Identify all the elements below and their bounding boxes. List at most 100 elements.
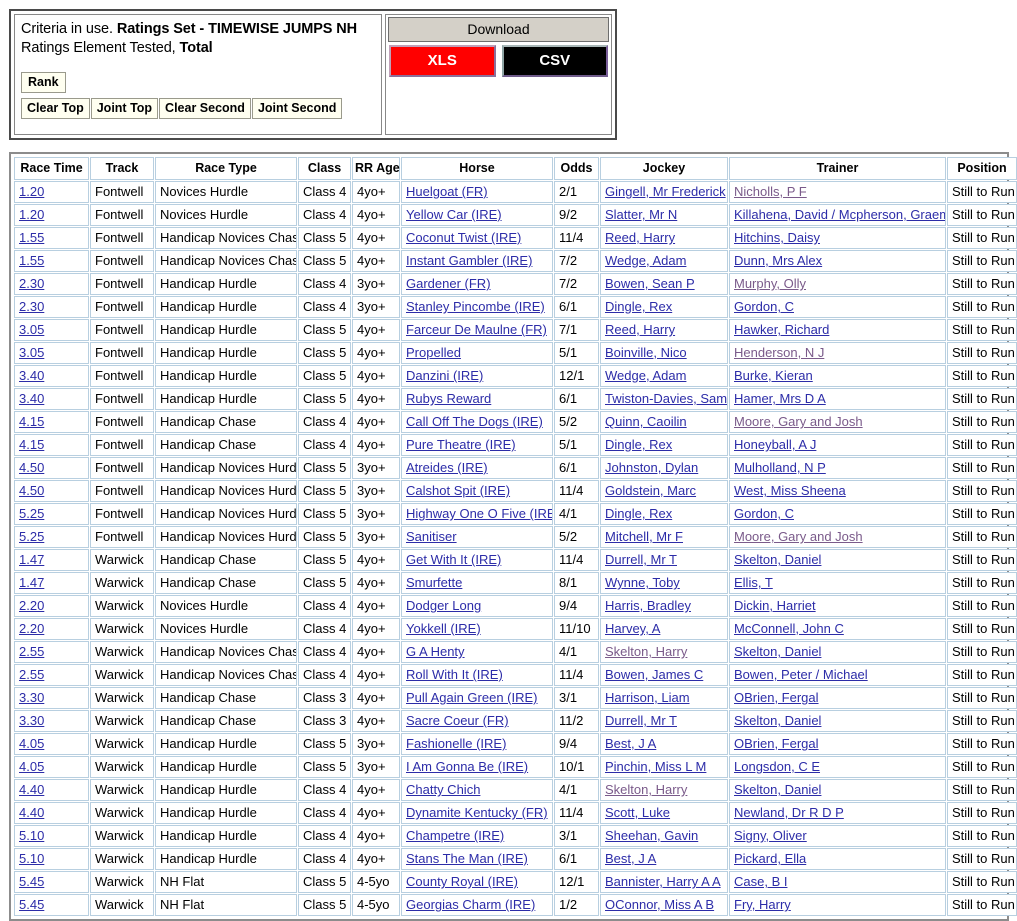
trainer-link[interactable]: Hamer, Mrs D A xyxy=(734,391,826,406)
trainer-link[interactable]: Moore, Gary and Josh xyxy=(734,529,863,544)
horse-link[interactable]: Yellow Car (IRE) xyxy=(406,207,502,222)
race-time-link[interactable]: 4.50 xyxy=(19,483,45,498)
race-time-link[interactable]: 5.25 xyxy=(19,506,45,521)
trainer-link[interactable]: Killahena, David / Mcpherson, Graeme xyxy=(734,207,946,222)
jockey-link[interactable]: Johnston, Dylan xyxy=(605,460,699,475)
race-time-link[interactable]: 3.40 xyxy=(19,391,45,406)
trainer-link[interactable]: Moore, Gary and Josh xyxy=(734,414,863,429)
race-time-link[interactable]: 1.20 xyxy=(19,207,45,222)
col-header-rr-age[interactable]: RR Age xyxy=(352,157,400,180)
horse-link[interactable]: Huelgoat (FR) xyxy=(406,184,488,199)
horse-link[interactable]: Georgias Charm (IRE) xyxy=(406,897,536,912)
jockey-link[interactable]: Scott, Luke xyxy=(605,805,671,820)
jockey-link[interactable]: Reed, Harry xyxy=(605,322,676,337)
col-header-position[interactable]: Position xyxy=(947,157,1017,180)
horse-link[interactable]: Atreides (IRE) xyxy=(406,460,488,475)
horse-link[interactable]: Sanitiser xyxy=(406,529,457,544)
race-time-link[interactable]: 2.20 xyxy=(19,598,45,613)
col-header-horse[interactable]: Horse xyxy=(401,157,553,180)
trainer-link[interactable]: Case, B I xyxy=(734,874,788,889)
horse-link[interactable]: Smurfette xyxy=(406,575,463,590)
race-time-link[interactable]: 1.55 xyxy=(19,230,45,245)
trainer-link[interactable]: McConnell, John C xyxy=(734,621,844,636)
race-time-link[interactable]: 1.47 xyxy=(19,552,45,567)
trainer-link[interactable]: Henderson, N J xyxy=(734,345,825,360)
jockey-link[interactable]: Harvey, A xyxy=(605,621,661,636)
trainer-link[interactable]: Pickard, Ella xyxy=(734,851,807,866)
horse-link[interactable]: I Am Gonna Be (IRE) xyxy=(406,759,529,774)
horse-link[interactable]: Calshot Spit (IRE) xyxy=(406,483,511,498)
jockey-link[interactable]: Durrell, Mr T xyxy=(605,552,677,567)
jockey-link[interactable]: Boinville, Nico xyxy=(605,345,687,360)
jockey-link[interactable]: Dingle, Rex xyxy=(605,299,673,314)
race-time-link[interactable]: 5.10 xyxy=(19,828,45,843)
trainer-link[interactable]: Hawker, Richard xyxy=(734,322,830,337)
race-time-link[interactable]: 4.15 xyxy=(19,437,45,452)
col-header-jockey[interactable]: Jockey xyxy=(600,157,728,180)
horse-link[interactable]: Danzini (IRE) xyxy=(406,368,484,383)
jockey-link[interactable]: Quinn, Caoilin xyxy=(605,414,687,429)
trainer-link[interactable]: Gordon, C xyxy=(734,506,794,521)
jockey-link[interactable]: Pinchin, Miss L M xyxy=(605,759,707,774)
jockey-link[interactable]: Durrell, Mr T xyxy=(605,713,677,728)
col-header-trainer[interactable]: Trainer xyxy=(729,157,946,180)
horse-link[interactable]: Propelled xyxy=(406,345,461,360)
download-xls-button[interactable]: XLS xyxy=(389,45,496,77)
horse-link[interactable]: County Royal (IRE) xyxy=(406,874,518,889)
race-time-link[interactable]: 4.05 xyxy=(19,736,45,751)
trainer-link[interactable]: Skelton, Daniel xyxy=(734,713,822,728)
joint-top-button[interactable]: Joint Top xyxy=(90,98,159,119)
download-csv-button[interactable]: CSV xyxy=(501,45,608,77)
race-time-link[interactable]: 3.30 xyxy=(19,713,45,728)
col-header-odds[interactable]: Odds xyxy=(554,157,599,180)
race-time-link[interactable]: 1.55 xyxy=(19,253,45,268)
horse-link[interactable]: Dodger Long xyxy=(406,598,482,613)
trainer-link[interactable]: Honeyball, A J xyxy=(734,437,817,452)
horse-link[interactable]: Pull Again Green (IRE) xyxy=(406,690,538,705)
race-time-link[interactable]: 4.40 xyxy=(19,805,45,820)
jockey-link[interactable]: OConnor, Miss A B xyxy=(605,897,715,912)
jockey-link[interactable]: Dingle, Rex xyxy=(605,437,673,452)
race-time-link[interactable]: 3.30 xyxy=(19,690,45,705)
jockey-link[interactable]: Harrison, Liam xyxy=(605,690,690,705)
horse-link[interactable]: Instant Gambler (IRE) xyxy=(406,253,533,268)
jockey-link[interactable]: Wynne, Toby xyxy=(605,575,680,590)
trainer-link[interactable]: Mulholland, N P xyxy=(734,460,826,475)
trainer-link[interactable]: Nicholls, P F xyxy=(734,184,807,199)
horse-link[interactable]: Farceur De Maulne (FR) xyxy=(406,322,547,337)
trainer-link[interactable]: Longsdon, C E xyxy=(734,759,821,774)
trainer-link[interactable]: OBrien, Fergal xyxy=(734,736,819,751)
trainer-link[interactable]: Newland, Dr R D P xyxy=(734,805,844,820)
clear-second-button[interactable]: Clear Second xyxy=(159,98,251,119)
trainer-link[interactable]: Dickin, Harriet xyxy=(734,598,816,613)
trainer-link[interactable]: Skelton, Daniel xyxy=(734,644,822,659)
horse-link[interactable]: Get With It (IRE) xyxy=(406,552,502,567)
race-time-link[interactable]: 4.15 xyxy=(19,414,45,429)
horse-link[interactable]: Gardener (FR) xyxy=(406,276,491,291)
horse-link[interactable]: Stans The Man (IRE) xyxy=(406,851,528,866)
race-time-link[interactable]: 1.20 xyxy=(19,184,45,199)
race-time-link[interactable]: 2.55 xyxy=(19,667,45,682)
jockey-link[interactable]: Bowen, James C xyxy=(605,667,704,682)
trainer-link[interactable]: Murphy, Olly xyxy=(734,276,806,291)
trainer-link[interactable]: Hitchins, Daisy xyxy=(734,230,820,245)
jockey-link[interactable]: Wedge, Adam xyxy=(605,253,687,268)
horse-link[interactable]: Fashionelle (IRE) xyxy=(406,736,507,751)
jockey-link[interactable]: Dingle, Rex xyxy=(605,506,673,521)
clear-top-button[interactable]: Clear Top xyxy=(21,98,90,119)
trainer-link[interactable]: West, Miss Sheena xyxy=(734,483,846,498)
trainer-link[interactable]: Dunn, Mrs Alex xyxy=(734,253,823,268)
horse-link[interactable]: Dynamite Kentucky (FR) xyxy=(406,805,548,820)
trainer-link[interactable]: Burke, Kieran xyxy=(734,368,813,383)
jockey-link[interactable]: Reed, Harry xyxy=(605,230,676,245)
horse-link[interactable]: G A Henty xyxy=(406,644,465,659)
jockey-link[interactable]: Goldstein, Marc xyxy=(605,483,697,498)
trainer-link[interactable]: OBrien, Fergal xyxy=(734,690,819,705)
race-time-link[interactable]: 5.45 xyxy=(19,874,45,889)
horse-link[interactable]: Yokkell (IRE) xyxy=(406,621,481,636)
jockey-link[interactable]: Harris, Bradley xyxy=(605,598,691,613)
trainer-link[interactable]: Ellis, T xyxy=(734,575,773,590)
race-time-link[interactable]: 3.05 xyxy=(19,322,45,337)
trainer-link[interactable]: Fry, Harry xyxy=(734,897,791,912)
race-time-link[interactable]: 5.45 xyxy=(19,897,45,912)
